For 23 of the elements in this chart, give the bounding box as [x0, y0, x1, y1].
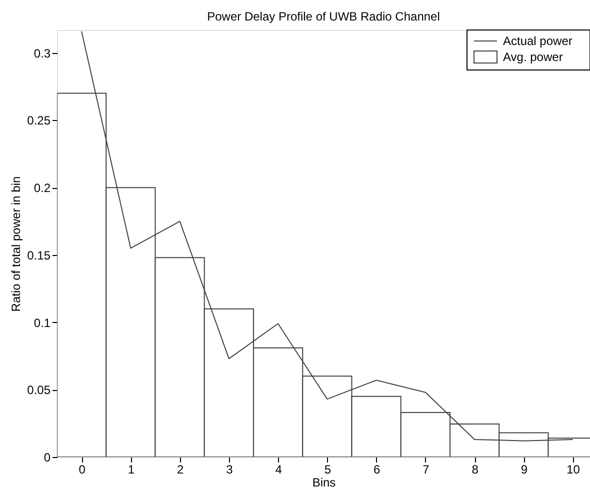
y-tick-label: 0: [44, 450, 51, 464]
y-tick-label: 0.2: [34, 181, 51, 196]
legend-label: Avg. power: [503, 50, 563, 64]
x-tick-label: 1: [128, 462, 135, 476]
x-tick-label: 6: [373, 462, 380, 476]
x-tick-label: 2: [176, 462, 184, 476]
x-tick-label: 7: [422, 462, 430, 476]
chart-title: Power Delay Profile of UWB Radio Channel: [207, 10, 440, 24]
y-tick-label: 0.1: [34, 316, 51, 330]
x-axis-title: Bins: [312, 476, 336, 488]
x-tick-label: 10: [566, 462, 580, 476]
x-tick-label: 0: [78, 462, 86, 476]
legend-label: Actual power: [503, 34, 572, 48]
y-tick-label: 0.25: [27, 114, 51, 128]
x-tick-label: 9: [520, 462, 528, 476]
x-tick-label: 4: [275, 462, 282, 476]
x-tick-label: 3: [226, 462, 234, 476]
x-tick-label: 8: [472, 462, 479, 476]
y-tick-label: 0.15: [27, 248, 51, 262]
y-axis-title: Ratio of total power in bin: [9, 176, 24, 312]
y-tick-label: 0.3: [34, 46, 51, 60]
x-tick-label: 5: [324, 462, 332, 476]
y-tick-label: 0.05: [27, 383, 51, 398]
